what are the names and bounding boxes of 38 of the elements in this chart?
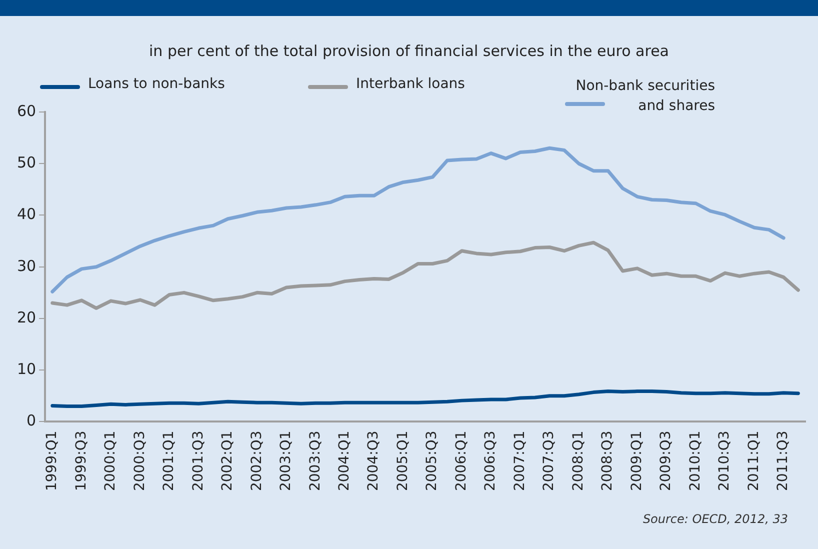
x-tick-label: 1999:Q1	[44, 430, 60, 492]
y-tick-label: 60	[16, 102, 36, 120]
legend-label: Interbank loans	[355, 76, 465, 92]
legend-label: Loans to non-banks	[87, 76, 225, 92]
x-tick-label: 2005:Q3	[424, 430, 440, 492]
y-tick-label: 40	[16, 205, 36, 224]
source-note: Source: OECD, 2012, 33	[642, 512, 788, 526]
x-tick-label: 2007:Q1	[512, 430, 528, 492]
x-tick-label: 2006:Q1	[453, 430, 470, 492]
x-tick-label: 2000:Q3	[132, 430, 148, 492]
x-tick-label: 2008:Q1	[570, 430, 586, 492]
x-tick-label: 2006:Q3	[482, 430, 499, 492]
x-tick-label: 2008:Q3	[600, 430, 616, 492]
x-tick-label: 2003:Q3	[307, 430, 324, 492]
x-tick-label: 2004:Q3	[366, 430, 382, 492]
x-tick-label: 2003:Q1	[278, 430, 294, 492]
y-tick-label: 30	[16, 256, 36, 275]
chart-title: in per cent of the total provision of financial services in the euro area	[148, 42, 670, 60]
y-tick-label: 10	[16, 360, 36, 378]
x-tick-label: 1999:Q3	[73, 430, 90, 492]
y-tick-label: 20	[16, 308, 36, 326]
x-tick-label: 2004:Q1	[336, 430, 353, 492]
text: Non-bank securities and shares	[574, 77, 715, 116]
x-tick-label: 2011:Q1	[746, 430, 762, 492]
x-tick-label: 2010:Q3	[716, 430, 733, 492]
x-tick-label: 2001:Q1	[161, 430, 178, 492]
x-tick-label: 2009:Q3	[658, 430, 674, 492]
x-tick-label: 2001:Q3	[190, 430, 206, 492]
x-tick-label: 2002:Q3	[248, 430, 265, 492]
x-tick-label: 2002:Q1	[220, 430, 236, 492]
x-tick-label: 2005:Q1	[394, 430, 411, 492]
x-tick-label: 2011:Q3	[775, 430, 792, 492]
y-tick-label: 0	[26, 412, 36, 430]
x-tick-label: 2007:Q3	[541, 430, 558, 492]
y-tick-label: 50	[16, 154, 36, 172]
x-tick-label: 2010:Q1	[687, 430, 704, 492]
x-tick-label: 2009:Q1	[628, 430, 645, 492]
x-tick-label: 2000:Q1	[102, 430, 119, 492]
